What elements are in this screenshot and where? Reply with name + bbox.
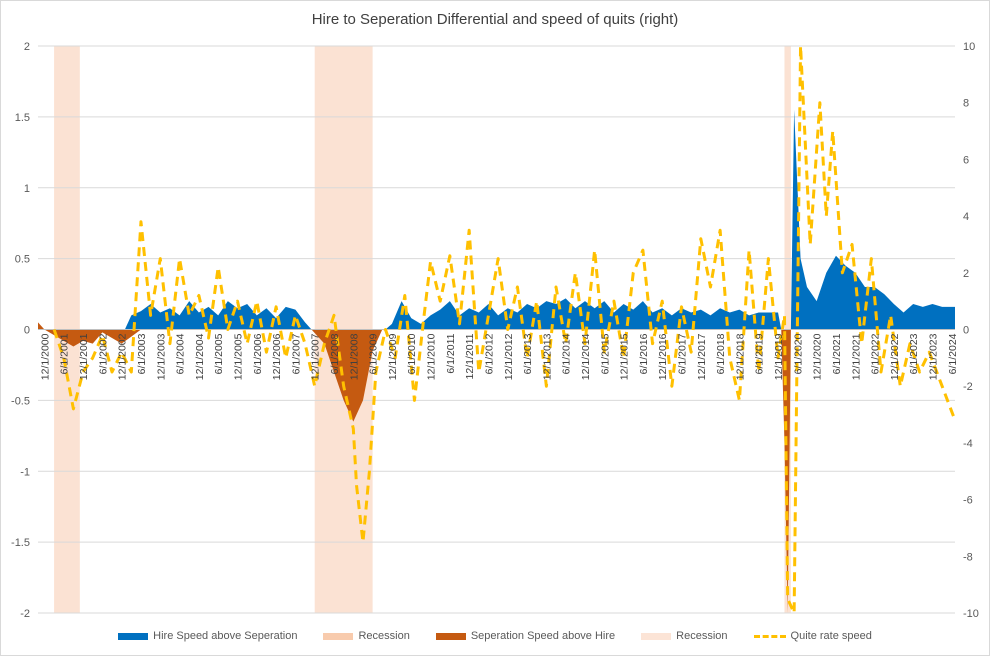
x-tick-label: 6/1/2018 <box>715 333 727 374</box>
x-tick-label: 6/1/2003 <box>136 333 148 374</box>
x-tick-label: 12/1/2006 <box>271 333 283 380</box>
legend-swatch <box>118 632 149 640</box>
x-tick-label: 12/1/2004 <box>194 333 206 380</box>
x-tick-label: 12/1/2018 <box>734 333 746 380</box>
y-right-tick-label: 6 <box>963 154 969 166</box>
x-tick-label: 12/1/2021 <box>850 333 862 380</box>
x-tick-label: 12/1/2014 <box>580 333 592 380</box>
x-tick-label: 6/1/2023 <box>908 333 920 374</box>
x-tick-label: 6/1/2009 <box>368 333 380 374</box>
x-tick-label: 6/1/2011 <box>445 333 457 373</box>
y-right-tick-label: -2 <box>963 381 973 393</box>
y-right-tick-label: -8 <box>963 551 973 563</box>
x-tick-label: 12/1/2022 <box>889 333 901 380</box>
x-tick-label: 6/1/2015 <box>599 333 611 374</box>
legend-swatch <box>323 632 354 640</box>
legend-label: Hire Speed above Seperation <box>153 630 298 642</box>
x-tick-label: 12/1/2023 <box>927 333 939 380</box>
y-right-tick-label: 8 <box>963 98 969 110</box>
x-tick-label: 6/1/2020 <box>792 333 804 374</box>
x-tick-label: 12/1/2009 <box>387 333 399 380</box>
y-left-tick-label: -1.5 <box>11 537 30 549</box>
x-tick-label: 12/1/2017 <box>696 333 708 380</box>
x-tick-label: 6/1/2002 <box>97 333 109 374</box>
x-tick-label: 12/1/2012 <box>503 333 515 380</box>
area-series-0 <box>124 109 956 330</box>
x-tick-label: 12/1/2002 <box>117 333 129 380</box>
x-tick-label: 12/1/2001 <box>78 333 90 380</box>
y-right-tick-label: -4 <box>963 438 973 450</box>
x-tick-label: 6/1/2024 <box>947 333 959 374</box>
x-tick-label: 6/1/2017 <box>677 333 689 374</box>
x-tick-label: 6/1/2007 <box>290 333 302 374</box>
x-tick-label: 6/1/2021 <box>831 333 843 374</box>
x-tick-label: 6/1/2005 <box>213 333 225 374</box>
legend: Hire Speed above Seperation Recession Sepe… <box>0 630 990 642</box>
quit-rate-line <box>52 44 957 615</box>
y-left-tick-label: -2 <box>20 608 30 620</box>
x-tick-label: 6/1/2004 <box>175 333 187 374</box>
x-tick-label: 12/1/2007 <box>310 333 322 380</box>
legend-item: Recession <box>641 630 728 642</box>
x-tick-label: 6/1/2001 <box>59 333 71 374</box>
y-left-tick-label: 0 <box>24 325 30 337</box>
legend-item: Quite rate speed <box>753 630 872 642</box>
legend-item: Recession <box>323 630 410 642</box>
y-right-tick-label: -6 <box>963 495 973 507</box>
legend-label: Recession <box>676 630 728 642</box>
x-tick-label: 6/1/2014 <box>561 333 573 374</box>
x-tick-label: 6/1/2022 <box>870 333 882 374</box>
y-left-tick-label: -1 <box>20 466 30 478</box>
y-right-tick-label: 2 <box>963 268 969 280</box>
y-left-tick-label: -0.5 <box>11 395 30 407</box>
x-tick-label: 12/1/2013 <box>541 333 553 380</box>
x-tick-label: 6/1/2013 <box>522 333 534 374</box>
x-tick-label: 6/1/2016 <box>638 333 650 374</box>
x-tick-label: 6/1/2019 <box>754 333 766 374</box>
legend-swatch <box>435 632 466 640</box>
x-tick-label: 12/1/2020 <box>812 333 824 380</box>
y-left-tick-label: 0.5 <box>15 254 30 266</box>
legend-item: Hire Speed above Seperation <box>118 630 297 642</box>
x-tick-label: 12/1/2003 <box>155 333 167 380</box>
legend-item: Seperation Speed above Hire <box>435 630 616 642</box>
x-tick-label: 6/1/2010 <box>406 333 418 374</box>
y-right-tick-label: 0 <box>963 325 969 337</box>
legend-swatch <box>753 634 786 638</box>
x-tick-label: 6/1/2012 <box>483 333 495 374</box>
y-right-tick-label: 4 <box>963 211 969 223</box>
legend-label: Recession <box>358 630 410 642</box>
legend-swatch <box>641 632 672 640</box>
legend-label: Quite rate speed <box>790 630 872 642</box>
x-tick-label: 12/1/2005 <box>232 333 244 380</box>
x-tick-label: 12/1/2019 <box>773 333 785 380</box>
legend-label: Seperation Speed above Hire <box>470 630 616 642</box>
x-tick-label: 12/1/2010 <box>426 333 438 380</box>
x-tick-label: 12/1/2011 <box>464 333 476 379</box>
x-tick-label: 12/1/2016 <box>657 333 669 380</box>
y-right-tick-label: -10 <box>963 608 979 620</box>
x-tick-label: 6/1/2006 <box>252 333 264 374</box>
x-tick-label: 12/1/2000 <box>39 333 51 380</box>
chart-title: Hire to Seperation Differential and spee… <box>311 11 679 28</box>
y-left-tick-label: 2 <box>24 41 30 53</box>
y-left-tick-label: 1 <box>24 183 30 195</box>
x-tick-label: 6/1/2008 <box>329 333 341 374</box>
y-right-tick-label: 10 <box>963 41 975 53</box>
y-left-tick-label: 1.5 <box>15 112 30 124</box>
x-tick-label: 12/1/2008 <box>348 333 360 380</box>
x-tick-label: 12/1/2015 <box>619 333 631 380</box>
